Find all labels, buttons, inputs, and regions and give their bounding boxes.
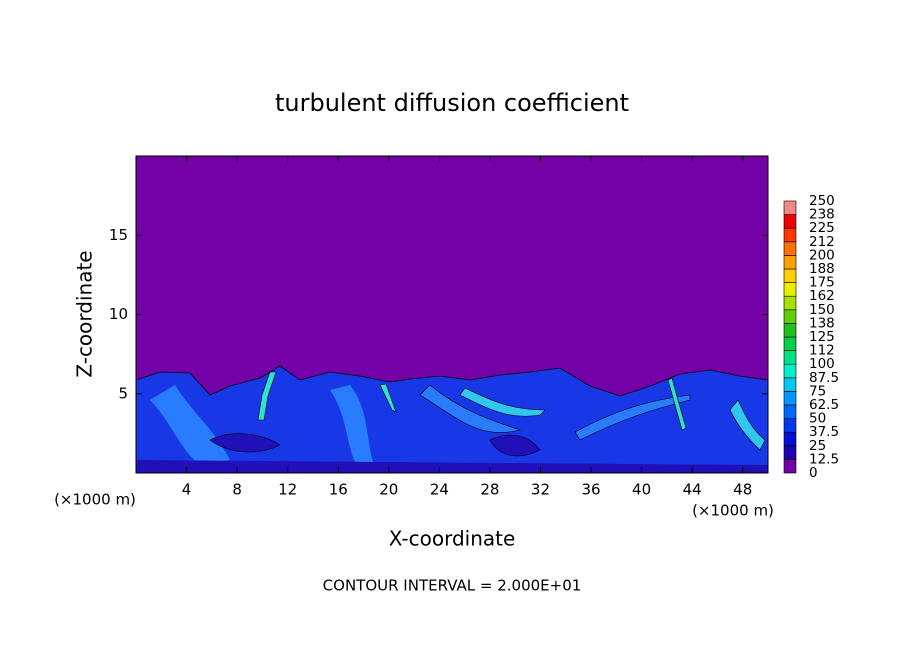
colorbar-band (783, 214, 797, 229)
colorbar-band (783, 255, 797, 270)
colorbar-band (783, 336, 797, 351)
x-tick-label: 24 (430, 481, 449, 499)
colorbar-label: 100 (809, 356, 835, 372)
streak (667, 377, 687, 431)
colorbar-label: 162 (809, 288, 835, 304)
streak (330, 385, 375, 470)
blob (489, 434, 541, 457)
colorbar-band (783, 404, 797, 419)
streak (459, 387, 546, 417)
y-axis-label: Z-coordinate (73, 250, 97, 377)
colorbar-band (783, 459, 797, 474)
colorbar-band (783, 363, 797, 379)
colorbar-band (783, 241, 797, 256)
colorbar-label: 212 (809, 234, 835, 250)
streak (150, 385, 230, 465)
colorbar-band (783, 391, 797, 406)
x-tick-label: 16 (329, 481, 348, 499)
colorbar-label: 138 (809, 315, 835, 331)
x-tick-label: 12 (278, 481, 297, 499)
turbulent-layer (135, 365, 769, 474)
colorbar-label: 75 (809, 383, 826, 399)
colorbar-band (783, 350, 797, 365)
x-tick-label: 20 (379, 481, 398, 499)
colorbar-label: 125 (809, 329, 835, 345)
colorbar-label: 238 (809, 207, 835, 223)
y-tick-label: 15 (109, 226, 128, 244)
colorbar-label: 25 (809, 438, 826, 454)
colorbar-band (783, 309, 797, 324)
field (135, 156, 769, 474)
y-tick-label: 5 (118, 384, 128, 402)
x-tick-label: 28 (480, 481, 499, 499)
colorbar-label: 62.5 (809, 397, 839, 413)
colorbar-label: 200 (809, 247, 835, 263)
x-tick-label: 44 (683, 481, 702, 499)
colorbar-label: 188 (809, 261, 835, 277)
surface-layer (136, 460, 768, 473)
y-tick-label: 10 (109, 305, 128, 323)
colorbar-label: 12.5 (809, 451, 839, 467)
streak (257, 371, 277, 421)
x-tick-label: 40 (632, 481, 651, 499)
chart-title: turbulent diffusion coefficient (275, 89, 629, 117)
x-tick-label: 4 (182, 481, 192, 499)
colorbar-label: 0 (809, 465, 818, 481)
colorbar-label: 175 (809, 275, 835, 291)
x-tick-label: 8 (232, 481, 242, 499)
x-axis-label: X-coordinate (389, 527, 516, 551)
colorbar-label: 250 (809, 193, 835, 209)
colorbar-band (783, 200, 797, 215)
colorbar-band (783, 418, 797, 433)
blob (209, 433, 281, 453)
streak (379, 383, 397, 413)
colorbar-band (783, 282, 797, 297)
colorbar-band (783, 377, 797, 392)
annotation: CONTOUR INTERVAL = 2.000E+01 (323, 577, 582, 595)
x-tick-label: 32 (531, 481, 550, 499)
colorbar-label: 37.5 (809, 424, 839, 440)
colorbar-label: 150 (809, 302, 835, 318)
colorbar-band (783, 323, 797, 338)
streak (419, 384, 522, 433)
colorbar-label: 87.5 (809, 370, 839, 386)
y-unit-label: (×1000 m) (692, 502, 774, 520)
colorbar-band (783, 445, 797, 460)
streak (574, 394, 691, 441)
x-tick-label: 48 (733, 481, 752, 499)
colorbar-band (783, 268, 797, 283)
colorbar-band (783, 431, 797, 447)
colorbar-band (783, 227, 797, 243)
x-tick-label: 36 (581, 481, 600, 499)
colorbar-label: 112 (809, 343, 835, 359)
x-unit-label: (×1000 m) (54, 491, 136, 509)
colorbar-band (783, 295, 797, 311)
streak (729, 399, 766, 451)
colorbar-label: 225 (809, 220, 835, 236)
colorbar-label: 50 (809, 411, 826, 427)
